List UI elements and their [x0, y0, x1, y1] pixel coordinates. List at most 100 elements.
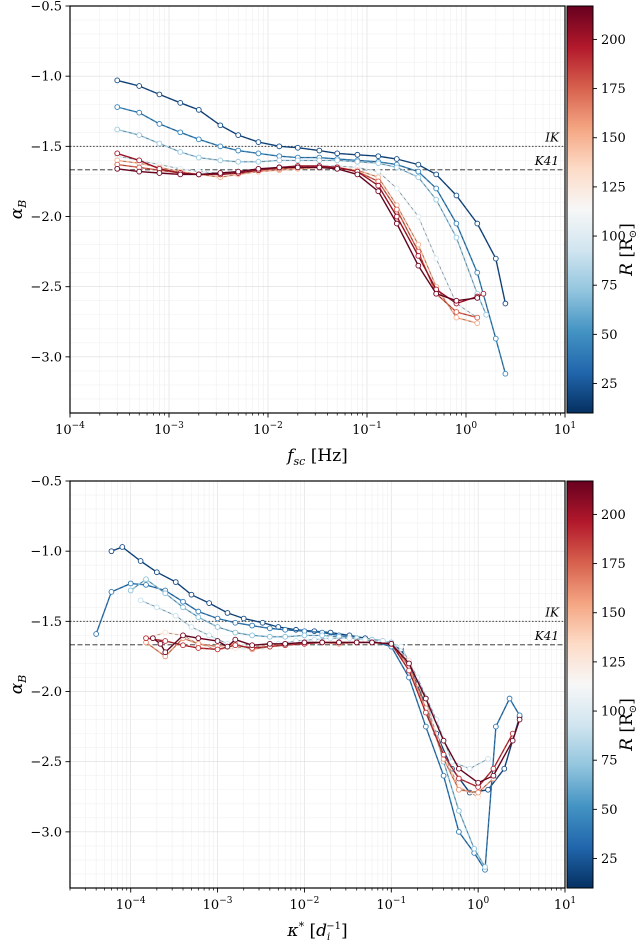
series-point — [393, 164, 400, 171]
series-point — [137, 597, 144, 604]
series-point — [415, 213, 422, 220]
colorbar — [566, 5, 594, 414]
series-point — [195, 107, 202, 113]
series-point — [136, 168, 143, 175]
series-point — [316, 157, 323, 164]
series-point — [255, 165, 262, 172]
series-point — [156, 91, 163, 98]
series-point — [172, 579, 179, 585]
series-dash-1 — [117, 106, 506, 374]
series-point — [143, 635, 149, 642]
series-point — [375, 168, 382, 175]
series-line-1 — [95, 582, 521, 872]
colorbar-label: R [R⊙] — [617, 698, 639, 752]
series-point — [502, 300, 509, 307]
x-tick-label: 10−1 — [376, 896, 406, 913]
series-point — [150, 635, 156, 642]
series-point — [114, 104, 121, 110]
series-point — [316, 164, 323, 171]
series-point — [453, 314, 460, 321]
series-point — [162, 638, 169, 644]
series-point — [516, 716, 523, 723]
series-point — [217, 157, 224, 164]
series-point — [433, 196, 440, 203]
series-point — [255, 139, 262, 145]
series-point — [375, 153, 382, 160]
series-point — [406, 667, 412, 674]
series-point — [501, 765, 508, 772]
series-point — [162, 590, 169, 597]
series-point — [493, 723, 499, 730]
colorbar-tick-label: 175 — [601, 82, 626, 97]
series-point — [440, 751, 447, 758]
series-point — [490, 772, 497, 779]
colorbar-tick-label: 100 — [601, 230, 626, 245]
colorbar-label: R [R⊙] — [617, 223, 639, 277]
series-point — [180, 604, 186, 611]
series-point — [114, 126, 121, 133]
axes-frame — [69, 5, 566, 414]
series-dash-7 — [117, 167, 478, 302]
y-tick-label: −2.5 — [30, 280, 62, 295]
colorbar-tick-label: 125 — [601, 655, 626, 670]
y-axis-label: αB — [7, 200, 29, 220]
series-point — [466, 765, 473, 772]
series-line-1 — [117, 106, 507, 374]
colorbar — [566, 480, 594, 889]
series-point — [206, 632, 213, 639]
y-tick-label: −3.0 — [30, 350, 62, 365]
series-point — [415, 168, 422, 175]
series-dash-0 — [117, 80, 506, 304]
series-point — [195, 154, 202, 161]
series-point — [180, 642, 186, 649]
series-point — [232, 629, 239, 636]
series-point — [393, 185, 400, 192]
series-point — [154, 604, 160, 611]
series-point — [319, 639, 326, 646]
series-point — [375, 188, 382, 195]
series-point — [334, 157, 341, 164]
series-line-7 — [117, 166, 478, 302]
series-point — [492, 335, 499, 342]
series-point — [415, 241, 422, 248]
series-point — [119, 544, 126, 550]
series-point — [249, 632, 255, 639]
x-tick-label: 10−4 — [116, 896, 146, 913]
series-point — [502, 370, 509, 377]
series-point — [249, 642, 255, 649]
series-point — [195, 645, 202, 651]
series-point — [415, 174, 422, 181]
series-line-4 — [117, 159, 478, 324]
x-tick-label: 101 — [554, 896, 576, 913]
series-point — [327, 635, 334, 642]
series-point — [475, 789, 481, 796]
reference-label-ik: IK — [544, 605, 560, 619]
y-tick-label: −0.5 — [30, 475, 62, 490]
series-point — [474, 295, 481, 301]
series-point — [393, 220, 400, 227]
series-point — [433, 185, 440, 192]
series-point — [375, 182, 382, 189]
series-point — [114, 165, 121, 172]
series-point — [433, 290, 440, 297]
series-point — [362, 636, 368, 643]
series-point — [480, 290, 487, 297]
series-point — [214, 646, 221, 653]
top-panel: IK K41 10−4 10−3 10−2 10−1 100 101 −3.0 −2.5 −2.0 −… — [7, 0, 639, 468]
reference-label-k41: K41 — [534, 629, 559, 643]
series-point — [249, 622, 255, 629]
series-point — [195, 614, 202, 620]
series-point — [375, 160, 382, 167]
series-point — [93, 631, 99, 637]
series-point — [483, 311, 490, 318]
grid — [69, 5, 565, 414]
y-tick-label: −2.0 — [30, 210, 62, 225]
series-point — [311, 636, 318, 643]
series-point — [415, 252, 422, 259]
series-point — [108, 548, 115, 555]
series-point — [475, 779, 481, 786]
series-point — [433, 171, 440, 178]
series-point — [415, 161, 422, 168]
x-tick-label: 10−2 — [290, 896, 320, 913]
series-point — [453, 234, 460, 241]
